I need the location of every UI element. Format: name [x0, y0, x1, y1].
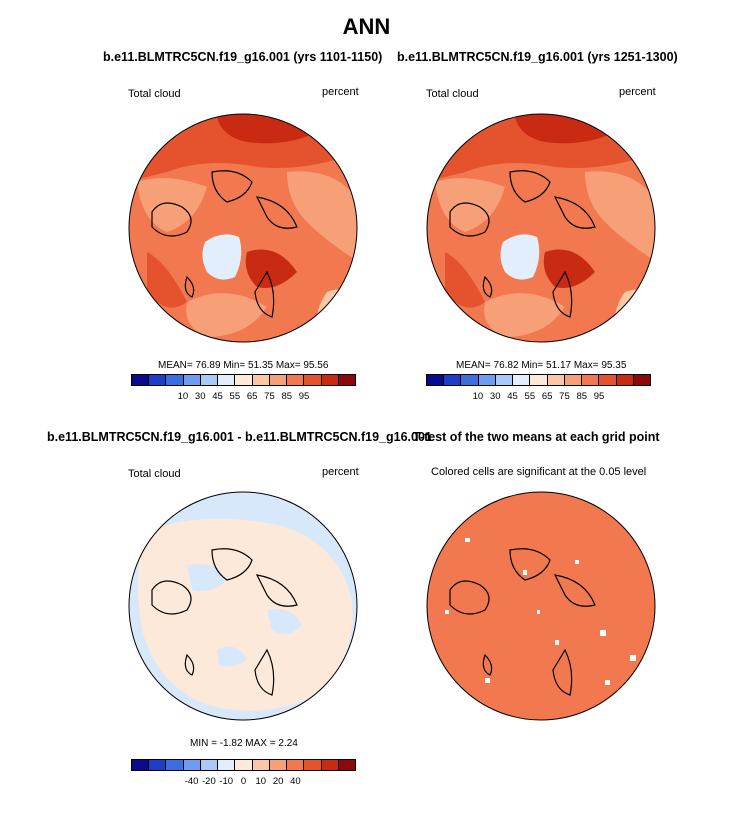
colorbar-swatch: [304, 375, 322, 385]
panel3-title: b.e11.BLMTRC5CN.f19_g16.001 - b.e11.BLMT…: [47, 430, 432, 444]
colorbar-swatch: [338, 760, 356, 770]
colorbar-swatch: [252, 375, 270, 385]
colorbar-tick-label: 45: [212, 391, 223, 402]
colorbar-tick-label: 95: [593, 391, 605, 402]
panel2-units: percent: [619, 86, 656, 98]
colorbar-tick-label: 55: [229, 391, 241, 402]
panel3-colorbar: [131, 759, 356, 771]
colorbar-swatch: [444, 375, 462, 385]
colorbar-swatch: [269, 760, 288, 770]
colorbar-swatch: [321, 375, 339, 385]
colorbar-tick-label: -20: [202, 776, 216, 787]
colorbar-swatch: [218, 760, 236, 770]
colorbar-tick-label: 30: [194, 391, 206, 402]
colorbar-swatch: [183, 760, 201, 770]
colorbar-swatch: [547, 375, 565, 385]
colorbar-swatch: [200, 760, 219, 770]
colorbar-tick-label: 45: [507, 391, 518, 402]
panel2-map: [426, 113, 656, 343]
colorbar-tick-label: -10: [219, 776, 234, 787]
panel1-variable: Total cloud: [128, 88, 181, 100]
colorbar-swatch: [200, 375, 219, 385]
panel1-title: b.e11.BLMTRC5CN.f19_g16.001 (yrs 1101-11…: [103, 50, 383, 64]
coastlines: [151, 170, 298, 318]
colorbar-tick-label: 75: [559, 391, 570, 402]
colorbar-swatch: [235, 760, 253, 770]
colorbar-tick-label: -40: [184, 776, 199, 787]
colorbar-tick-label: 10: [255, 776, 267, 787]
greenland-low-cloud: [202, 234, 242, 280]
colorbar-swatch: [132, 760, 150, 770]
panel1-units: percent: [322, 86, 359, 98]
colorbar-tick-label: 65: [541, 391, 553, 402]
colorbar-tick-label: 10: [177, 391, 189, 402]
panel1-stats: MEAN= 76.89 Min= 51.35 Max= 95.56: [158, 360, 329, 371]
colorbar-swatch: [287, 760, 305, 770]
colorbar-swatch: [218, 375, 236, 385]
colorbar-tick-label: 95: [298, 391, 310, 402]
colorbar-tick-label: 40: [290, 776, 301, 787]
panel3-units: percent: [322, 466, 359, 478]
colorbar-swatch: [132, 375, 150, 385]
colorbar-swatch: [304, 760, 322, 770]
panel3-stats: MIN = -1.82 MAX = 2.24: [190, 738, 298, 749]
colorbar-swatch: [183, 375, 201, 385]
colorbar-swatch: [564, 375, 583, 385]
panel2-colorbar: [426, 374, 651, 386]
colorbar-tick-label: 85: [281, 391, 293, 402]
colorbar-tick-label: 0: [240, 776, 247, 787]
colorbar-tick-label: 85: [576, 391, 588, 402]
colorbar-swatch: [513, 375, 531, 385]
colorbar-swatch: [599, 375, 617, 385]
colorbar-swatch: [530, 375, 548, 385]
panel1-map: [128, 113, 358, 343]
colorbar-tick-label: 75: [264, 391, 275, 402]
colorbar-tick-label: 55: [524, 391, 536, 402]
colorbar-swatch: [149, 375, 167, 385]
colorbar-swatch: [149, 760, 167, 770]
panel2-title: b.e11.BLMTRC5CN.f19_g16.001 (yrs 1251-13…: [397, 50, 678, 64]
colorbar-swatch: [252, 760, 270, 770]
colorbar-swatch: [287, 375, 305, 385]
panel3-variable: Total cloud: [128, 468, 181, 480]
colorbar-swatch: [478, 375, 496, 385]
colorbar-swatch: [495, 375, 514, 385]
colorbar-swatch: [582, 375, 600, 385]
panel1-colorbar: [131, 374, 356, 386]
panel2-variable: Total cloud: [426, 88, 479, 100]
colorbar-swatch: [633, 375, 651, 385]
colorbar-tick-label: 65: [246, 391, 258, 402]
colorbar-swatch: [166, 760, 184, 770]
panel2-stats: MEAN= 76.82 Min= 51.17 Max= 95.35: [456, 360, 627, 371]
colorbar-swatch: [338, 375, 356, 385]
colorbar-swatch: [166, 375, 184, 385]
colorbar-tick-label: 10: [472, 391, 484, 402]
colorbar-swatch: [269, 375, 288, 385]
main-title: ANN: [342, 14, 391, 39]
panel4-map: [426, 491, 656, 721]
panel4-subtitle: Colored cells are significant at the 0.0…: [431, 466, 647, 478]
panel3-map: [128, 491, 358, 721]
colorbar-tick-label: 20: [272, 776, 284, 787]
panel4-title: T-test of the two means at each grid poi…: [413, 430, 660, 444]
colorbar-swatch: [616, 375, 634, 385]
colorbar-tick-label: 30: [489, 391, 501, 402]
colorbar-swatch: [235, 375, 253, 385]
colorbar-swatch: [427, 375, 445, 385]
colorbar-swatch: [321, 760, 339, 770]
colorbar-swatch: [461, 375, 479, 385]
